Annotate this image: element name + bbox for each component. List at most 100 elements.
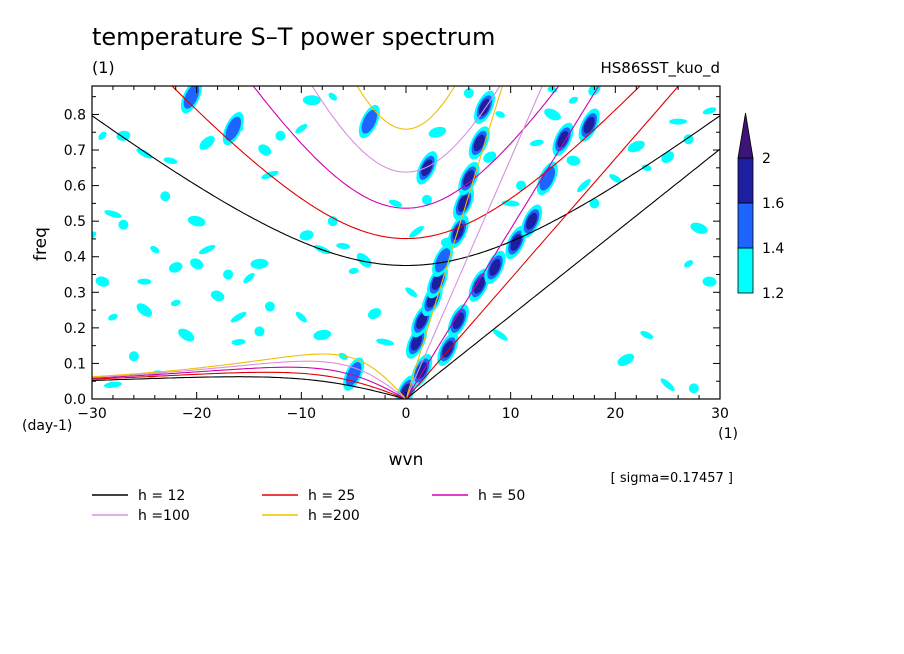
legend-label: h = 50 [478,488,525,504]
noise-blob [250,258,269,269]
noise-blob [589,198,600,209]
gravity-wave-curve-h12 [92,115,720,267]
noise-blob [170,299,181,307]
power-blob-inner [416,362,428,379]
noise-blob [254,326,265,337]
x-tick-label: 20 [606,406,624,422]
gravity-wave-curve-h25 [171,86,641,240]
x-tick-label: −20 [182,406,212,422]
colorbar-label: 2 [762,151,771,167]
power-blob-inner [457,194,470,212]
y-tick-label: 0.5 [64,214,86,230]
power-blob-mid [539,166,556,191]
colorbar-extend-arrow [737,112,754,159]
noise-blob [168,262,183,273]
noise-blob [566,155,581,166]
power-contours [92,86,717,399]
noise-blob [367,308,382,320]
noise-blob [577,179,591,193]
power-blob-inner [452,312,464,330]
power-blob-mid [361,109,378,134]
chart-subtitle-left: (1) [92,58,115,77]
kelvin-curve-h100 [405,86,543,399]
noise-blob [230,311,247,323]
x-axis: −30 −20 −10 0 10 20 30 [77,86,729,422]
gravity-wave-curve-h50 [252,86,560,209]
noise-blob [118,219,129,230]
power-blob-inner [583,116,595,134]
power-blob-inner [452,223,464,241]
dispersion-curves [92,86,720,399]
power-blob-inner [478,98,491,116]
noise-blob [409,225,424,238]
x-tick-label: 30 [711,406,729,422]
noise-blob [98,131,107,140]
noise-blob [684,260,694,268]
noise-blob [108,313,118,321]
noise-blob [136,148,153,159]
noise-blob [388,199,403,208]
gravity-wave-curve-h200 [356,86,456,130]
colorbar-segment [737,247,754,294]
noise-blob [190,258,204,270]
x-tick-label: −30 [77,406,107,422]
y-tick-label: 0.3 [64,285,86,301]
y-tick-label: 0.8 [64,107,86,123]
noise-blob [163,157,178,165]
noise-blob [348,267,359,275]
noise-blob [104,210,122,218]
gravity-wave-curve-h100 [311,86,501,173]
noise-blob [336,242,351,250]
sigma-annotation: [ sigma=0.17457 ] [611,471,733,486]
noise-blob [463,88,474,99]
power-blob-inner [473,134,485,152]
colorbar-segment [737,202,754,249]
colorbar: 1.2 1.4 1.6 2 [737,112,784,302]
noise-blob [223,269,234,280]
noise-blob [669,118,688,125]
noise-blob [92,231,97,240]
power-blob-inner [410,333,423,351]
noise-blob [231,339,246,346]
noise-blob [544,108,561,121]
noise-blob [116,130,131,141]
noise-blob [150,245,160,254]
rossby-curve-h12 [92,376,407,399]
noise-blob [702,276,717,287]
x-tick-label: −10 [287,406,317,422]
legend-label: h = 25 [308,488,355,504]
y-tick-label: 0.6 [64,179,86,195]
noise-blob [641,164,652,171]
chart-subtitle-right: HS86SST_kuo_d [600,59,720,78]
noise-blob [660,378,675,392]
legend-label: h = 12 [138,488,185,504]
colorbar-label: 1.6 [762,196,784,212]
noise-blob [338,352,348,360]
noise-blob [187,215,206,227]
noise-blob [683,134,694,145]
noise-blob [516,180,527,191]
noise-blob [128,351,139,362]
noise-blob [258,144,272,156]
power-blob-inner [421,159,433,177]
noise-blob [302,95,321,106]
rossby-curve-h50 [92,366,407,399]
legend: h = 12 h = 25 h = 50 h =100 h =200 [92,488,525,524]
power-blob-inner [463,170,475,187]
noise-blob [295,123,308,134]
x-unit-label: (1) [718,426,738,442]
noise-blob [327,216,338,227]
noise-blob [199,135,215,150]
noise-blob [568,96,579,104]
y-unit-label: (day-1) [22,418,72,434]
power-blob-inner [557,130,569,148]
power-blob-mid [434,248,451,273]
colorbar-label: 1.2 [762,286,784,302]
noise-blob [299,230,314,241]
x-tick-label: 10 [502,406,520,422]
y-tick-label: 0.4 [64,250,86,266]
noise-blob [264,301,275,312]
rossby-curve-h200 [92,353,407,399]
power-blob-mid [183,86,200,109]
